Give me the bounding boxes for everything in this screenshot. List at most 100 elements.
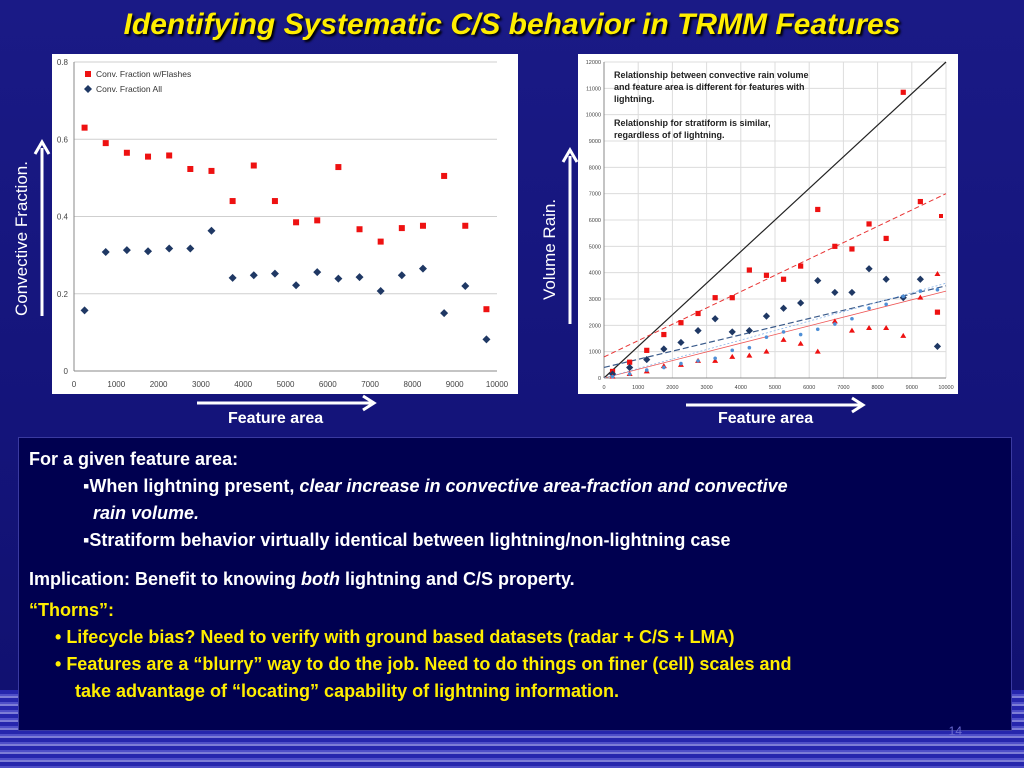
data-point [935,287,940,292]
legend-marker [939,214,943,218]
data-point [462,222,469,229]
data-point [848,288,856,297]
page-number: 14 [948,724,962,738]
y-tick-label: 8000 [589,165,601,171]
data-point [293,219,300,226]
data-point [832,243,838,249]
data-point [884,302,888,307]
convective-fraction-chart: 0 0.2 0.4 0.6 0.8 0 1000 2000 3000 4000 5000 6000 70… [52,54,518,394]
right-feature-area-label: Feature area [718,410,814,427]
data-point [314,217,321,224]
thorn-lifecycle: • Lifecycle bias? Need to verify with gr… [29,624,1001,651]
data-point [292,281,301,290]
data-point [461,282,470,291]
convective-fraction-plot: 0 0.2 0.4 0.6 0.8 0 1000 2000 3000 4000 5000 6000 70… [57,58,509,389]
data-point [376,287,385,296]
data-point [746,352,753,358]
slide-title: Identifying Systematic C/S behavior in T… [123,8,901,41]
data-point [677,338,685,347]
x-tick-label: 10000 [938,385,953,391]
x-tick-label: 1000 [107,380,125,389]
data-point [398,225,405,232]
x-tick-label: 9000 [906,385,918,391]
data-point [166,152,173,159]
x-tick-label: 0 [602,385,605,391]
data-point [745,327,753,335]
x-tick-label: 3000 [700,385,712,391]
chart-annotation: Relationship for stratiform is similar, [614,118,771,128]
trend-line-conv-flash [603,193,947,358]
right-up-arrow [561,147,579,324]
data-point [797,299,805,307]
data-point [934,270,941,276]
data-point [440,309,449,318]
y-tick-label: 2000 [589,323,601,329]
data-point [334,274,343,283]
data-point [229,198,236,205]
data-point [80,306,89,315]
round-bullet-icon: • [55,654,67,674]
x-tick-label: 6000 [319,380,337,389]
data-point [763,348,770,354]
data-point [678,320,684,326]
data-point [610,374,615,379]
data-point [916,275,924,283]
implication-line: Implication: Benefit to knowing both lig… [29,566,1001,593]
data-point [831,318,838,324]
y-tick-label: 11000 [586,86,601,92]
data-point [270,269,279,278]
data-point [763,272,770,278]
data-point [814,276,822,285]
legend-marker [85,71,91,77]
y-tick-label: 0.6 [57,135,69,144]
volume-rain-plot: 0 1000 2000 3000 4000 5000 6000 7000 8000 9000 100… [586,60,997,391]
summary-textbox: For a given feature area: ▪When lightnin… [18,437,1012,731]
data-point [815,206,821,213]
data-point [145,153,152,160]
bullet-lightning-italic: clear increase in convective area-fracti… [299,476,788,496]
left-right-arrow [197,394,377,412]
data-point [934,309,941,315]
data-point [746,267,752,273]
x-tick-label: 6000 [803,385,815,391]
bullet-lightning-italic-cont: rain volume. [93,503,200,523]
chart-annotation: Relationship between convective rain vol… [614,70,809,80]
data-point [866,221,872,227]
data-point [933,342,942,350]
square-bullet-icon: ▪ [83,476,90,496]
data-point [249,271,258,280]
data-point [271,198,278,205]
y-tick-label: 10000 [586,113,601,119]
y-tick-label: 0 [598,376,601,382]
data-point [762,312,771,320]
data-point [123,149,130,156]
left-feature-area-label: Feature area [228,410,324,427]
data-point [187,165,194,172]
thorn-lifecycle-text: Lifecycle bias? Need to verify with grou… [66,627,735,647]
data-point [780,336,787,342]
trend-line-conv-all [603,285,947,369]
y-tick-label: 0.8 [57,58,69,67]
data-point [679,361,683,366]
round-bullet-icon: • [55,627,67,647]
left-axis-title: Convective Fraction. [12,161,31,316]
y-tick-label: 12000 [586,60,601,66]
data-point [644,347,650,353]
x-tick-label: 4000 [234,380,252,389]
data-point [900,332,907,338]
legend-label: Conv. Fraction All [96,84,162,94]
bullet-lightning-start: When lightning present, [89,476,300,496]
data-point [849,246,855,252]
data-point [418,264,427,273]
data-point [833,322,837,326]
x-tick-label: 4000 [735,385,747,391]
data-point [661,331,667,338]
bullet-stratiform: ▪Stratiform behavior virtually identical… [29,527,1001,554]
data-point [729,295,735,301]
x-tick-label: 2000 [150,380,168,389]
data-point [848,327,855,333]
data-point [228,273,237,282]
data-point [850,316,854,321]
chart-annotation: and feature area is different for featur… [614,82,805,92]
right-right-arrow [686,396,866,414]
